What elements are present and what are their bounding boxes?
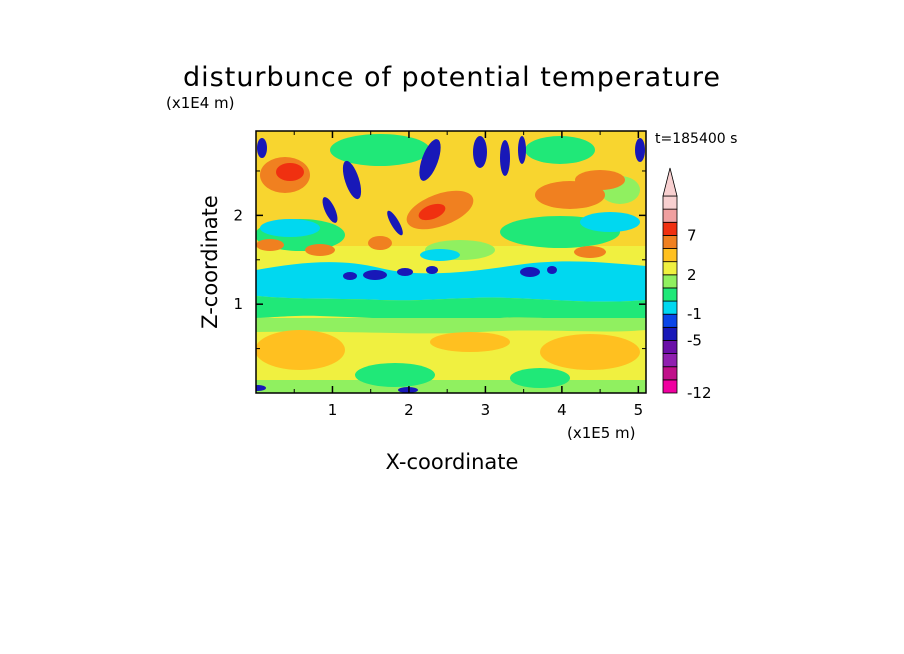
colorbar-tick-label: 7 [687,226,697,244]
colorbar-swatch [662,248,678,263]
colorbar-swatch [662,195,678,210]
y-tick-label: 2 [233,206,243,224]
y-axis: 12 [233,170,646,350]
colorbar-swatch [662,340,678,355]
colorbar-swatch [662,221,678,236]
colorbar-tick-label: -5 [687,331,702,349]
colorbar-tick-label: -1 [687,305,702,323]
colorbar-swatch [662,366,678,381]
colorbar-swatch [662,326,678,341]
colorbar-swatch [662,379,678,394]
colorbar-swatch [662,287,678,302]
colorbar-tick-label: 2 [687,266,697,284]
y-tick-label: 1 [233,295,243,313]
x-tick-label: 3 [481,401,491,419]
x-scale-label: (x1E5 m) [567,424,636,442]
colorbar-swatch [662,274,678,289]
y-axis-label: Z-coordinate [198,195,222,329]
y-scale-label: (x1E4 m) [166,94,235,112]
colorbar: 7 2 -1 -5 -12 [662,167,712,402]
x-tick-label: 1 [328,401,338,419]
time-label: t=185400 s [655,131,737,147]
colorbar-swatch [662,208,678,223]
colorbar-swatch [662,300,678,315]
chart-title: disturbunce of potential temperature [183,62,721,93]
plot-frame [255,130,647,394]
colorbar-swatch [662,313,678,328]
colorbar-tick-label: -12 [687,384,712,402]
colorbar-swatch [662,353,678,368]
heatmap-field [256,131,646,393]
x-tick-label: 4 [557,401,567,419]
x-axis-label: X-coordinate [386,450,519,474]
x-axis: 1 2 3 4 5 [293,131,644,419]
x-tick-label: 2 [404,401,414,419]
colorbar-extend-arrow [662,167,678,197]
x-tick-label: 5 [634,401,644,419]
colorbar-swatch [662,261,678,276]
colorbar-swatch [662,234,678,249]
